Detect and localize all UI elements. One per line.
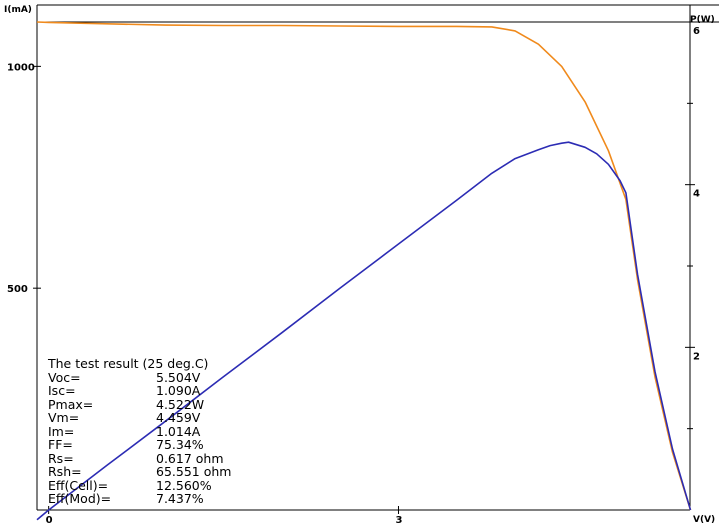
result-value: 1.090A xyxy=(156,383,201,398)
series-layer xyxy=(36,21,692,521)
result-row: FF= 75.34% xyxy=(48,438,308,452)
result-value: 5.504V xyxy=(156,369,201,385)
x-axis-title: V(V) xyxy=(693,515,715,524)
result-value: 75.34% xyxy=(156,437,204,452)
result-key: FF= xyxy=(48,437,73,452)
test-result-rows: Voc= 5.504V Isc= 1.090A Pmax= 4.522W Vm= 4.459V… xyxy=(48,369,308,506)
result-key: Isc= xyxy=(48,383,76,398)
result-key: Im= xyxy=(48,423,75,439)
x-tick-label: 0 xyxy=(46,515,53,524)
result-value: 12.560% xyxy=(156,477,212,493)
y2-axis-title: P(W) xyxy=(690,15,715,25)
result-row: Vm= 4.459V xyxy=(48,411,308,425)
y-tick-label: 1000 xyxy=(7,62,35,73)
labels-layer: I(mA) P(W) V(V) xyxy=(4,5,715,524)
axes: 500 1000 0 3 2 4 6 xyxy=(7,4,719,524)
result-key: Pmax= xyxy=(48,396,94,412)
result-key: Rs= xyxy=(48,450,74,466)
y2-tick-label: 4 xyxy=(693,189,700,200)
test-result-panel: The test result (25 deg.C) Voc= 5.504V Isc… xyxy=(48,357,308,506)
result-row: Rsh= 65.551 ohm xyxy=(48,465,308,479)
result-value: 4.459V xyxy=(156,410,201,425)
result-row: Im= 1.014A xyxy=(48,423,308,439)
result-row: Pmax= 4.522W xyxy=(48,396,308,412)
result-row: Voc= 5.504V xyxy=(48,369,308,385)
result-value: 0.617 ohm xyxy=(156,450,224,466)
result-key: Rsh= xyxy=(48,464,82,479)
test-result-title: The test result (25 deg.C) xyxy=(48,356,209,371)
result-value: 4.522W xyxy=(156,396,205,412)
y2-tick-label: 6 xyxy=(693,26,700,37)
result-key: Voc= xyxy=(48,369,81,385)
result-value: 7.437% xyxy=(156,491,204,506)
result-value: 65.551 ohm xyxy=(156,464,232,479)
result-key: Eff(Mod)= xyxy=(48,491,112,506)
result-key: Vm= xyxy=(48,410,80,425)
power-curve xyxy=(36,141,692,521)
result-value: 1.014A xyxy=(156,423,201,439)
y-tick-label: 500 xyxy=(7,284,28,295)
y2-tick-label: 2 xyxy=(693,351,700,362)
result-row: Isc= 1.090A xyxy=(48,384,308,398)
result-key: Eff(Cell)= xyxy=(48,477,109,493)
result-row: Eff(Mod)= 7.437% xyxy=(48,492,308,506)
x-tick-label: 3 xyxy=(395,515,402,524)
result-row: Eff(Cell)= 12.560% xyxy=(48,477,308,493)
y-axis-title: I(mA) xyxy=(4,5,32,15)
result-row: Rs= 0.617 ohm xyxy=(48,450,308,466)
